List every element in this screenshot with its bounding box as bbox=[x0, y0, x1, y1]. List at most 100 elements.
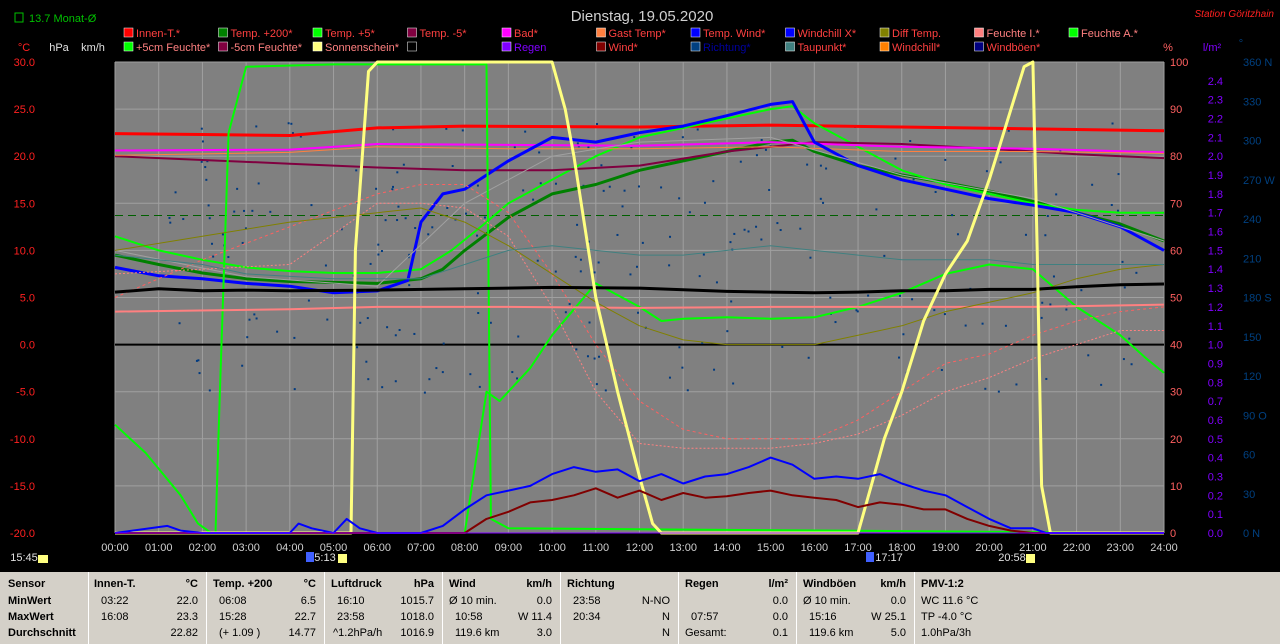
pressure-tick-label: 1045 bbox=[47, 91, 71, 103]
rain-tick-label: 1.8 bbox=[1208, 189, 1223, 201]
direction-dot bbox=[476, 292, 479, 295]
direction-dot bbox=[299, 135, 302, 138]
series-line bbox=[114, 136, 1165, 287]
month-avg-label: 13.7 Monat-Ø bbox=[29, 13, 97, 25]
current-time-label: 15:45 bbox=[10, 552, 38, 564]
temp-tick-label: 25.0 bbox=[14, 104, 35, 116]
stats-wind-title: Wind bbox=[449, 578, 476, 590]
direction-dot bbox=[290, 122, 293, 125]
direction-dot bbox=[574, 255, 577, 258]
direction-dot bbox=[809, 256, 812, 259]
time-tick-label: 10:00 bbox=[538, 542, 566, 554]
direction-dot bbox=[178, 322, 181, 325]
pressure-tick-label: 1000 bbox=[47, 393, 71, 405]
series-line bbox=[114, 282, 1165, 295]
direction-dot bbox=[579, 258, 582, 261]
time-tick-label: 06:00 bbox=[363, 542, 391, 554]
direction-dot bbox=[997, 390, 1000, 393]
legend-swatch bbox=[312, 27, 323, 38]
stats-boeen-max: W 25.1 bbox=[871, 611, 906, 623]
direction-dot bbox=[524, 130, 527, 133]
pressure-tick-label: 990 bbox=[53, 461, 71, 473]
direction-dot bbox=[402, 163, 405, 166]
direction-dot bbox=[633, 136, 636, 139]
direction-dot bbox=[630, 147, 633, 150]
legend-swatch bbox=[690, 41, 701, 52]
direction-dot bbox=[755, 154, 758, 157]
rain-tick-label: 1.7 bbox=[1208, 208, 1223, 220]
time-tick-label: 21:00 bbox=[1019, 542, 1047, 554]
direction-dot bbox=[894, 157, 897, 160]
series-line bbox=[114, 207, 1165, 346]
direction-dot bbox=[1059, 150, 1062, 153]
wind-tick-label: 25.0 bbox=[89, 410, 110, 422]
direction-dot bbox=[696, 128, 699, 131]
axes: 30.0 25.0 20.0 15.0 10.0 5.0 0.0 -5.0 -10.0 -15.0… bbox=[10, 57, 1275, 554]
rain-tick-label: 1.1 bbox=[1208, 321, 1223, 333]
direction-dot bbox=[701, 342, 704, 345]
legend-swatch bbox=[407, 41, 417, 52]
direction-dot bbox=[253, 313, 256, 316]
stats-pmv-windchill: WC 11.6 °C bbox=[921, 595, 979, 607]
legend-label: Taupunkt* bbox=[798, 42, 848, 54]
stats-row-max: MaxWert bbox=[8, 611, 54, 623]
direction-dot bbox=[1024, 233, 1027, 236]
temp-tick-label: -20.0 bbox=[10, 528, 35, 540]
legend-label: Innen-T.* bbox=[136, 28, 181, 40]
legend-swatch bbox=[123, 41, 134, 52]
rain-tick-label: 0.3 bbox=[1208, 471, 1223, 483]
chart-header: 13.7 Monat-Ø Dienstag, 19.05.2020 Statio… bbox=[14, 8, 1274, 54]
stats-innen-max: 23.3 bbox=[176, 611, 198, 623]
direction-dot bbox=[168, 216, 171, 219]
stats-temp200-unit: °C bbox=[303, 578, 316, 590]
direction-dot bbox=[660, 186, 663, 189]
pressure-tick-label: 1050 bbox=[47, 57, 71, 69]
series-line bbox=[114, 184, 1165, 440]
stats-wind-max-time: 10:58 bbox=[455, 611, 483, 623]
direction-dot bbox=[597, 261, 600, 264]
legend-swatch bbox=[879, 27, 890, 38]
direction-dot bbox=[446, 206, 449, 209]
time-tick-label: 24:00 bbox=[1150, 542, 1178, 554]
direction-dot bbox=[1110, 203, 1113, 206]
direction-dot bbox=[511, 371, 514, 374]
legend-label: Feuchte I.* bbox=[987, 28, 1041, 40]
legend-swatch bbox=[879, 41, 890, 52]
legend-swatch bbox=[785, 41, 795, 52]
legend-swatch bbox=[218, 41, 228, 52]
direction-dot bbox=[365, 360, 368, 363]
direction-dot bbox=[984, 387, 987, 390]
direction-dot bbox=[441, 371, 444, 374]
stats-boeen-avg: 5.0 bbox=[890, 627, 906, 639]
direction-dot bbox=[1123, 286, 1126, 289]
direction-dot bbox=[686, 389, 689, 392]
direction-dot bbox=[246, 336, 249, 339]
direction-tick-label: 120 bbox=[1243, 371, 1261, 383]
pressure-tick-label: 1005 bbox=[47, 360, 71, 372]
rain-tick-label: 1.2 bbox=[1208, 302, 1223, 314]
direction-dot bbox=[902, 333, 905, 336]
pressure-tick-label: 1015 bbox=[47, 293, 71, 305]
direction-dot bbox=[536, 259, 539, 262]
direction-dot bbox=[1100, 383, 1103, 386]
rain-tick-label: 1.5 bbox=[1208, 245, 1223, 257]
direction-dot bbox=[198, 372, 201, 375]
direction-dot bbox=[1130, 363, 1133, 366]
direction-dot bbox=[635, 265, 638, 268]
direction-dot bbox=[819, 197, 822, 200]
legend-swatch bbox=[312, 41, 323, 52]
direction-dot bbox=[834, 321, 837, 324]
direction-dot bbox=[934, 190, 937, 193]
pressure-tick-label: 1035 bbox=[47, 158, 71, 170]
pressure-tick-label: 1030 bbox=[47, 192, 71, 204]
direction-dot bbox=[587, 240, 590, 243]
legend-label: Regen bbox=[514, 42, 546, 54]
direction-dot bbox=[427, 233, 430, 236]
rain-tick-label: 0.5 bbox=[1208, 434, 1223, 446]
time-tick-label: 22:00 bbox=[1063, 542, 1091, 554]
direction-tick-label: 0 N bbox=[1243, 528, 1260, 540]
direction-dot bbox=[1087, 354, 1090, 357]
direction-dot bbox=[729, 241, 732, 244]
time-axis: 15:45 5:13 17:17 20:58 bbox=[10, 552, 1035, 564]
stats-pmv-pressure-trend: 1.0hPa/3h bbox=[921, 627, 972, 639]
